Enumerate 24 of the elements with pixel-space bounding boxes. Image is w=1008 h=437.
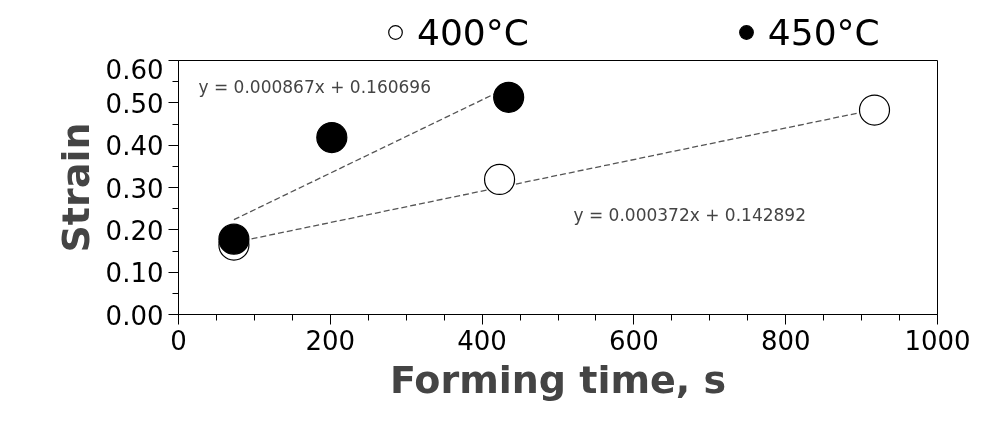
x-tick-label: 800: [760, 325, 811, 356]
x-tick-label: 400: [457, 325, 507, 356]
y-tick-label: 0.20: [105, 215, 164, 246]
y-axis-title: Strain: [53, 122, 98, 253]
y-tick-label: 0.40: [105, 131, 164, 162]
y-tick-label: 0.00: [105, 300, 164, 331]
y-tick-label: 0.50: [105, 88, 164, 119]
x-tick-label: 600: [609, 325, 659, 356]
point: [316, 121, 348, 154]
y-tick-label: 0.30: [105, 173, 164, 204]
y-tick-label: 0.10: [105, 258, 164, 289]
legend-label: 450°C: [767, 11, 880, 53]
point: [218, 223, 250, 255]
legend-label: 400°C: [417, 11, 529, 53]
x-tick-label: 0: [170, 325, 187, 356]
x-axis-title: Forming time, s: [389, 357, 727, 402]
annotation: y = 0.000372x + 0.142892: [573, 204, 806, 225]
point: [483, 163, 516, 196]
annotation: y = 0.000867x + 0.160696: [198, 76, 431, 97]
x-tick-label: 1000: [904, 325, 971, 356]
x-tick-label: 200: [305, 325, 356, 356]
point: [858, 94, 891, 126]
point: [493, 81, 525, 113]
y-tick-label: 0.60: [105, 54, 164, 85]
